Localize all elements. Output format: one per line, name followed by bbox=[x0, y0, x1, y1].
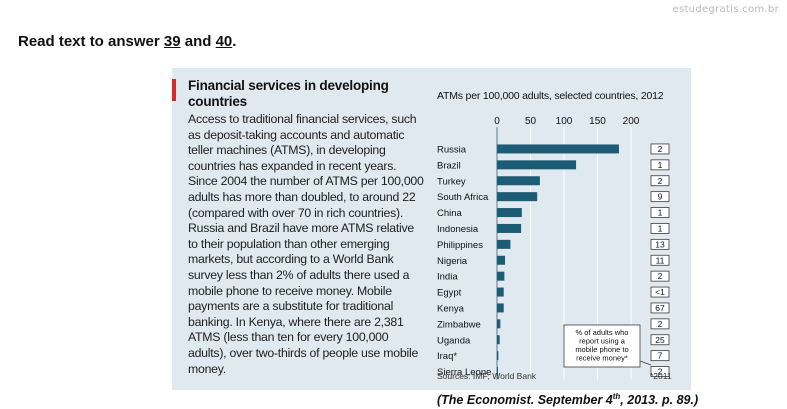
side-column-legend-box bbox=[563, 324, 641, 368]
bar-turkey bbox=[497, 176, 540, 186]
bar-zimbabwe bbox=[497, 319, 501, 329]
instruction-prefix: Read text to answer bbox=[18, 33, 164, 50]
bar-nigeria bbox=[497, 255, 506, 265]
x-tick-label: 200 bbox=[623, 116, 640, 127]
citation-sup: th bbox=[612, 392, 621, 401]
bar-philippines bbox=[497, 239, 511, 249]
legend-pointer bbox=[639, 360, 652, 366]
legend-line: % of adults who bbox=[576, 328, 629, 337]
category-label: Egypt bbox=[437, 288, 462, 299]
question-link-40[interactable]: 40 bbox=[215, 33, 233, 50]
mobile-money-value: 11 bbox=[656, 255, 665, 265]
x-tick-label: 50 bbox=[525, 116, 537, 127]
category-label: India bbox=[437, 272, 458, 283]
bar-south-africa bbox=[497, 192, 538, 202]
bar-china bbox=[497, 208, 522, 218]
watermark: estudegratis.com.br bbox=[672, 4, 779, 15]
mobile-money-box bbox=[650, 302, 670, 314]
category-label: Iraq* bbox=[437, 351, 457, 362]
mobile-money-box bbox=[650, 366, 670, 377]
mobile-money-box bbox=[650, 159, 670, 171]
bar-egypt bbox=[497, 287, 504, 297]
category-label: Turkey bbox=[437, 176, 466, 187]
mobile-money-box bbox=[650, 270, 670, 282]
mobile-money-box bbox=[650, 191, 670, 203]
mobile-money-box bbox=[650, 175, 670, 187]
article: Financial services in developing countri… bbox=[188, 78, 424, 377]
mobile-money-box bbox=[650, 143, 670, 155]
category-label: Philippines bbox=[437, 240, 483, 251]
category-label: Brazil bbox=[437, 160, 461, 171]
category-label: Sierra Leone bbox=[437, 367, 491, 378]
category-label: Kenya bbox=[437, 303, 465, 314]
chart-sources: Sources: IMF; World Bank bbox=[437, 371, 537, 381]
category-label: Zimbabwe bbox=[437, 319, 481, 330]
article-body: Access to traditional financial services… bbox=[188, 112, 424, 376]
x-tick-label: 100 bbox=[556, 116, 573, 127]
bar-uganda bbox=[497, 335, 500, 345]
article-title: Financial services in developing countri… bbox=[188, 78, 389, 109]
category-label: Russia bbox=[437, 144, 467, 155]
mobile-money-value: <1 bbox=[655, 287, 665, 297]
chart-panel: ATMs per 100,000 adults, selected countr… bbox=[425, 79, 684, 387]
mobile-money-box bbox=[650, 207, 670, 218]
bar-brazil bbox=[497, 160, 577, 170]
mobile-money-value: 2 bbox=[658, 319, 663, 329]
mobile-money-box bbox=[650, 318, 670, 330]
legend-line: report using a bbox=[579, 337, 626, 346]
mobile-money-box bbox=[650, 223, 670, 234]
instruction-mid: and bbox=[180, 33, 216, 50]
question-link-39[interactable]: 39 bbox=[163, 33, 181, 50]
category-label: China bbox=[437, 208, 463, 219]
mobile-money-box bbox=[650, 286, 670, 298]
legend-line: mobile phone to bbox=[575, 345, 628, 354]
bar-india bbox=[497, 271, 505, 281]
side-column-legend-label: % of adults who report using a mobile phon… bbox=[575, 328, 628, 363]
x-tick-label: 0 bbox=[494, 116, 500, 127]
mobile-money-value: 1 bbox=[658, 160, 663, 170]
citation: (The Economist. September 4th, 2013. p. … bbox=[437, 392, 698, 407]
instruction-suffix: . bbox=[232, 33, 237, 50]
mobile-money-value: 2 bbox=[658, 271, 663, 281]
mobile-money-value: 2 bbox=[658, 144, 663, 154]
category-label: Nigeria bbox=[437, 256, 468, 267]
mobile-money-box bbox=[650, 350, 670, 362]
bar-indonesia bbox=[497, 223, 522, 233]
mobile-money-value: 67 bbox=[655, 303, 665, 313]
mobile-money-value: 1 bbox=[658, 208, 663, 218]
citation-post: , 2013. p. 89.) bbox=[620, 393, 699, 408]
mobile-money-value: 1 bbox=[658, 223, 663, 233]
mobile-money-box bbox=[650, 238, 670, 250]
mobile-money-value: 2 bbox=[658, 367, 663, 377]
chart-title: ATMs per 100,000 adults, selected countr… bbox=[437, 90, 664, 102]
category-label: Uganda bbox=[437, 335, 471, 346]
bar-russia bbox=[497, 144, 619, 154]
citation-pre: (The Economist. September 4 bbox=[437, 393, 613, 408]
mobile-money-box bbox=[650, 254, 670, 266]
accent-bar bbox=[172, 79, 176, 101]
legend-line: receive money* bbox=[576, 354, 628, 363]
economist-figure: Financial services in developing countri… bbox=[172, 68, 691, 390]
instruction: Read text to answer 39 and 40. bbox=[18, 33, 236, 50]
category-label: South Africa bbox=[437, 192, 489, 203]
mobile-money-value: 9 bbox=[658, 192, 663, 202]
chart-footnote: *2011 bbox=[650, 371, 672, 381]
bar-sierra-leone bbox=[497, 367, 498, 377]
mobile-money-value: 25 bbox=[655, 335, 665, 345]
mobile-money-value: 13 bbox=[655, 239, 665, 249]
mobile-money-value: 2 bbox=[658, 176, 663, 186]
bar-kenya bbox=[497, 303, 504, 313]
bar-iraq- bbox=[497, 351, 499, 361]
bar-chart: 0 50 100 150 200 Russia 2 Brazil 1 Turkey 2 South A… bbox=[437, 116, 670, 380]
mobile-money-box bbox=[650, 334, 670, 346]
category-label: Indonesia bbox=[437, 224, 479, 235]
mobile-money-value: 7 bbox=[658, 351, 663, 361]
x-tick-label: 150 bbox=[589, 116, 606, 127]
